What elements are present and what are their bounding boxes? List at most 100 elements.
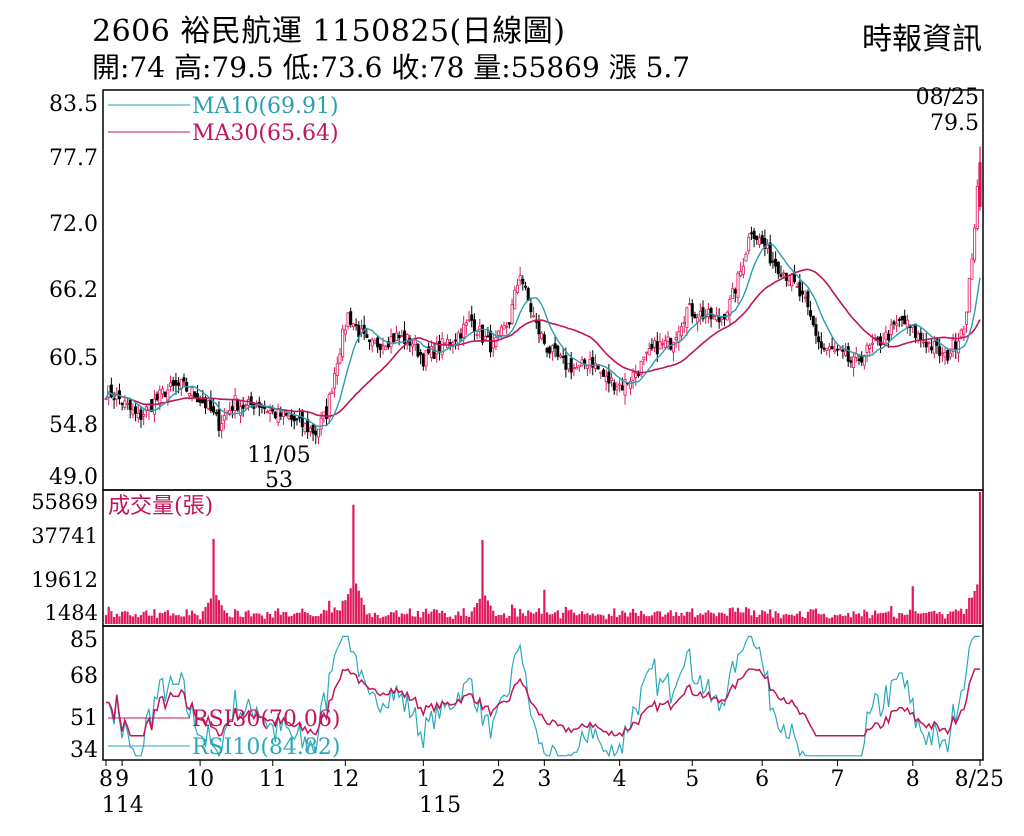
candle-body: [440, 338, 444, 356]
candle-body: [480, 324, 484, 343]
candle-body: [948, 352, 952, 358]
volume-bar: [855, 614, 858, 624]
x-tick-label: 8: [906, 767, 920, 792]
candle-body: [389, 336, 393, 348]
volume-bar: [311, 616, 315, 624]
volume-bar: [529, 612, 532, 624]
candle-body: [249, 396, 253, 405]
volume-bar: [688, 612, 691, 624]
candle-body: [513, 289, 517, 310]
volume-bar: [441, 610, 444, 624]
candle-body: [849, 360, 853, 363]
volume-bar: [806, 611, 809, 624]
candle-body: [900, 315, 904, 321]
candle-body: [674, 337, 678, 341]
candle-body: [679, 326, 683, 337]
candle-body: [588, 358, 592, 366]
candle-body: [577, 364, 581, 368]
volume-bar: [508, 615, 511, 624]
candle-body: [938, 346, 942, 356]
candle-body: [940, 352, 944, 355]
volume-bar: [465, 616, 468, 624]
volume-bar: [892, 616, 896, 624]
candle-body: [319, 417, 323, 430]
candle-body: [273, 411, 277, 419]
candle-body: [204, 397, 208, 409]
volume-bar: [285, 611, 288, 624]
volume-bar: [941, 614, 944, 624]
volume-bar: [121, 611, 124, 624]
candle-body: [628, 381, 632, 389]
candle-body: [131, 409, 135, 415]
volume-bar: [244, 611, 247, 624]
volume-bar: [779, 618, 783, 624]
volume-bar: [112, 617, 116, 624]
candle-body: [930, 346, 934, 351]
x-tick-label: 7: [830, 767, 844, 792]
candle-body: [615, 386, 619, 391]
volume-bar: [137, 617, 140, 624]
volume-bar: [481, 540, 484, 624]
volume-bar: [578, 614, 581, 624]
volume-bar: [180, 616, 183, 624]
candle-body: [413, 339, 417, 346]
volume-bar: [242, 617, 245, 624]
volume-bar: [387, 615, 390, 624]
candle-body: [954, 341, 958, 351]
volume-bar: [408, 608, 411, 624]
volume-bar: [683, 615, 686, 624]
volume-tick-label: 37741: [31, 524, 98, 548]
x-tick-label: 9: [115, 767, 129, 792]
volume-bar: [142, 611, 145, 624]
volume-bar: [570, 609, 573, 624]
volume-bar: [648, 616, 651, 624]
volume-bar: [887, 611, 890, 624]
candle-body: [763, 238, 767, 250]
volume-bar: [564, 606, 567, 624]
volume-bar: [798, 611, 801, 624]
candle-body: [749, 232, 753, 235]
volume-bar: [309, 615, 312, 624]
volume-bar: [277, 608, 280, 624]
volume-bar: [298, 612, 301, 624]
candle-body: [771, 260, 775, 263]
volume-bar: [446, 617, 449, 624]
candle-body: [241, 404, 245, 409]
volume-bar: [817, 613, 820, 624]
candle-body: [198, 398, 202, 403]
candle-body: [314, 430, 318, 436]
volume-bar: [957, 610, 960, 624]
price-panel: [102, 89, 984, 491]
volume-bar: [502, 613, 506, 624]
volume-bar: [330, 612, 333, 624]
x-tick-label: 6: [755, 767, 769, 792]
volume-bar: [537, 608, 541, 624]
volume-bar: [613, 608, 616, 624]
volume-bar: [954, 609, 957, 624]
volume-bar: [640, 610, 643, 624]
volume-bar: [545, 612, 549, 624]
volume-bar: [363, 604, 366, 624]
ma10-legend-label: MA10(69.91): [192, 94, 339, 119]
volume-bar: [395, 610, 398, 624]
volume-bar: [642, 614, 645, 624]
candle-body: [475, 334, 479, 336]
volume-bar: [836, 615, 839, 624]
volume-bar: [290, 615, 293, 624]
candle-body: [341, 328, 345, 358]
volume-bar: [341, 600, 344, 624]
candle-body: [268, 410, 272, 414]
volume-bar: [207, 602, 210, 624]
volume-bar: [637, 616, 640, 624]
candle-body: [567, 363, 571, 370]
volume-bar: [607, 614, 610, 624]
volume-bar: [605, 619, 608, 624]
volume-bar: [701, 614, 705, 624]
volume-bar: [650, 615, 654, 624]
candle-body: [300, 411, 304, 428]
volume-bar: [295, 612, 299, 624]
candle-body: [112, 398, 116, 401]
volume-bar: [303, 612, 307, 624]
candle-body: [951, 339, 955, 352]
volume-bar: [852, 611, 855, 624]
